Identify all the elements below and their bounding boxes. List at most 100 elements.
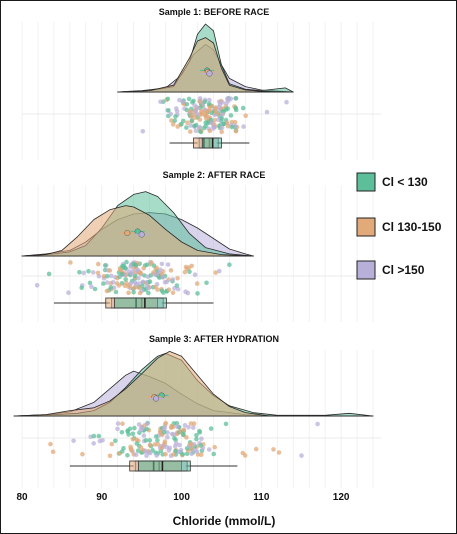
x-tick-label: 100	[173, 492, 190, 503]
raindrop-point	[198, 443, 203, 448]
raindrop-point	[179, 121, 184, 127]
raindrop-point	[148, 450, 153, 456]
raindrop-point	[138, 427, 143, 433]
raindrop-point	[240, 105, 246, 111]
raindrop-point	[181, 427, 187, 433]
raindrop-point	[197, 129, 203, 134]
raindrop-point	[189, 263, 194, 269]
raindrop-point	[198, 99, 203, 104]
raindrop-point	[50, 449, 56, 455]
raindrop-point	[213, 109, 219, 115]
raindrop-point	[104, 280, 110, 285]
raindrop-point	[111, 285, 117, 291]
raindrop-point	[141, 266, 146, 271]
raindrop-point	[146, 285, 151, 291]
raindrop-point	[119, 429, 125, 435]
density-mid	[13, 351, 374, 417]
raindrop-point	[188, 123, 193, 128]
raindrop-point	[175, 276, 180, 281]
raindrop-point	[207, 97, 212, 103]
raindrop-point	[187, 269, 192, 275]
raindrop-point	[132, 425, 137, 431]
raindrop-point	[211, 451, 216, 457]
raindrop-point	[186, 425, 191, 430]
raindrop-point	[211, 126, 216, 131]
raindrop-point	[166, 108, 171, 113]
raindrop-point	[206, 101, 212, 107]
raindrop-point	[233, 96, 238, 101]
raindrop-point	[170, 277, 176, 282]
raindrop-point	[102, 263, 108, 268]
raindrop-point	[183, 264, 189, 270]
raindrop-point	[227, 262, 232, 268]
raindrop-point	[191, 425, 196, 430]
raindrop-point	[182, 269, 188, 275]
raindrop-point	[271, 447, 276, 452]
raindrop-point	[159, 288, 165, 294]
mean-point-gt150	[138, 231, 145, 238]
raindrop-point	[101, 281, 106, 286]
panel-title-3: Sample 3: AFTER HYDRATION	[149, 334, 279, 344]
panel-1	[22, 23, 381, 149]
raindrop-point	[143, 438, 149, 443]
raindrop-point	[153, 434, 159, 439]
raindrop-point	[147, 438, 153, 443]
raindrop-point	[207, 128, 213, 134]
raindrop-point	[155, 442, 161, 447]
raindrop-point	[193, 128, 199, 134]
raindrop-point	[108, 273, 114, 279]
raindrop-point	[120, 421, 125, 427]
raindrop-point	[109, 441, 115, 447]
raindrop-point	[172, 118, 177, 124]
raindrop-point	[124, 259, 129, 265]
raindrop-point	[299, 453, 304, 458]
raindrop-point	[133, 263, 138, 268]
raindrop-point	[89, 284, 94, 290]
raindrop-point	[169, 118, 174, 123]
raindrop-point	[147, 442, 153, 448]
raindrop-point	[174, 283, 180, 288]
raindrop-point	[162, 430, 167, 435]
raindrop-point	[220, 100, 225, 105]
raindrop-point	[174, 424, 180, 429]
raindrop-point	[192, 103, 197, 108]
raindrop-point	[104, 288, 110, 294]
raindrop-point	[220, 112, 225, 117]
raindrop-point	[242, 453, 248, 458]
raindrop-point	[219, 129, 224, 135]
raindrop-point	[170, 122, 176, 127]
raindrop-point	[144, 453, 149, 459]
raindrop-point	[137, 290, 143, 296]
raindrop-point	[191, 421, 197, 426]
raindrop-point	[133, 452, 139, 458]
raindrop-point	[184, 102, 190, 107]
raindrop-point	[119, 271, 125, 277]
raindrop-point	[91, 441, 96, 446]
raindrop-point	[192, 123, 197, 129]
raindrop-point	[133, 281, 139, 287]
raindrop-point	[128, 446, 134, 452]
raindrop-point	[194, 433, 199, 438]
raindrop-point	[315, 421, 320, 427]
raindrop-point	[184, 125, 189, 130]
raindrop-point	[232, 119, 238, 125]
box-lt130	[138, 460, 191, 472]
raindrop-point	[194, 436, 199, 442]
raindrop-point	[165, 262, 171, 267]
raindrop-point	[170, 290, 176, 296]
raindrop-point	[48, 441, 53, 447]
raindrop-point	[160, 275, 166, 280]
raindrop-point	[154, 453, 159, 458]
raindrop-point	[204, 280, 209, 286]
raindrop-point	[66, 290, 71, 296]
raindrop-point	[191, 98, 196, 104]
raindrop-point	[197, 117, 203, 122]
raindrop-point	[137, 271, 143, 276]
raindrop-point	[188, 441, 193, 447]
raindrop-point	[194, 449, 200, 454]
raindrop-point	[126, 290, 131, 296]
raindrop-point	[141, 433, 147, 438]
raindrop-point	[107, 453, 113, 459]
raindrop-point	[180, 99, 185, 105]
raindrop-point	[225, 106, 230, 111]
